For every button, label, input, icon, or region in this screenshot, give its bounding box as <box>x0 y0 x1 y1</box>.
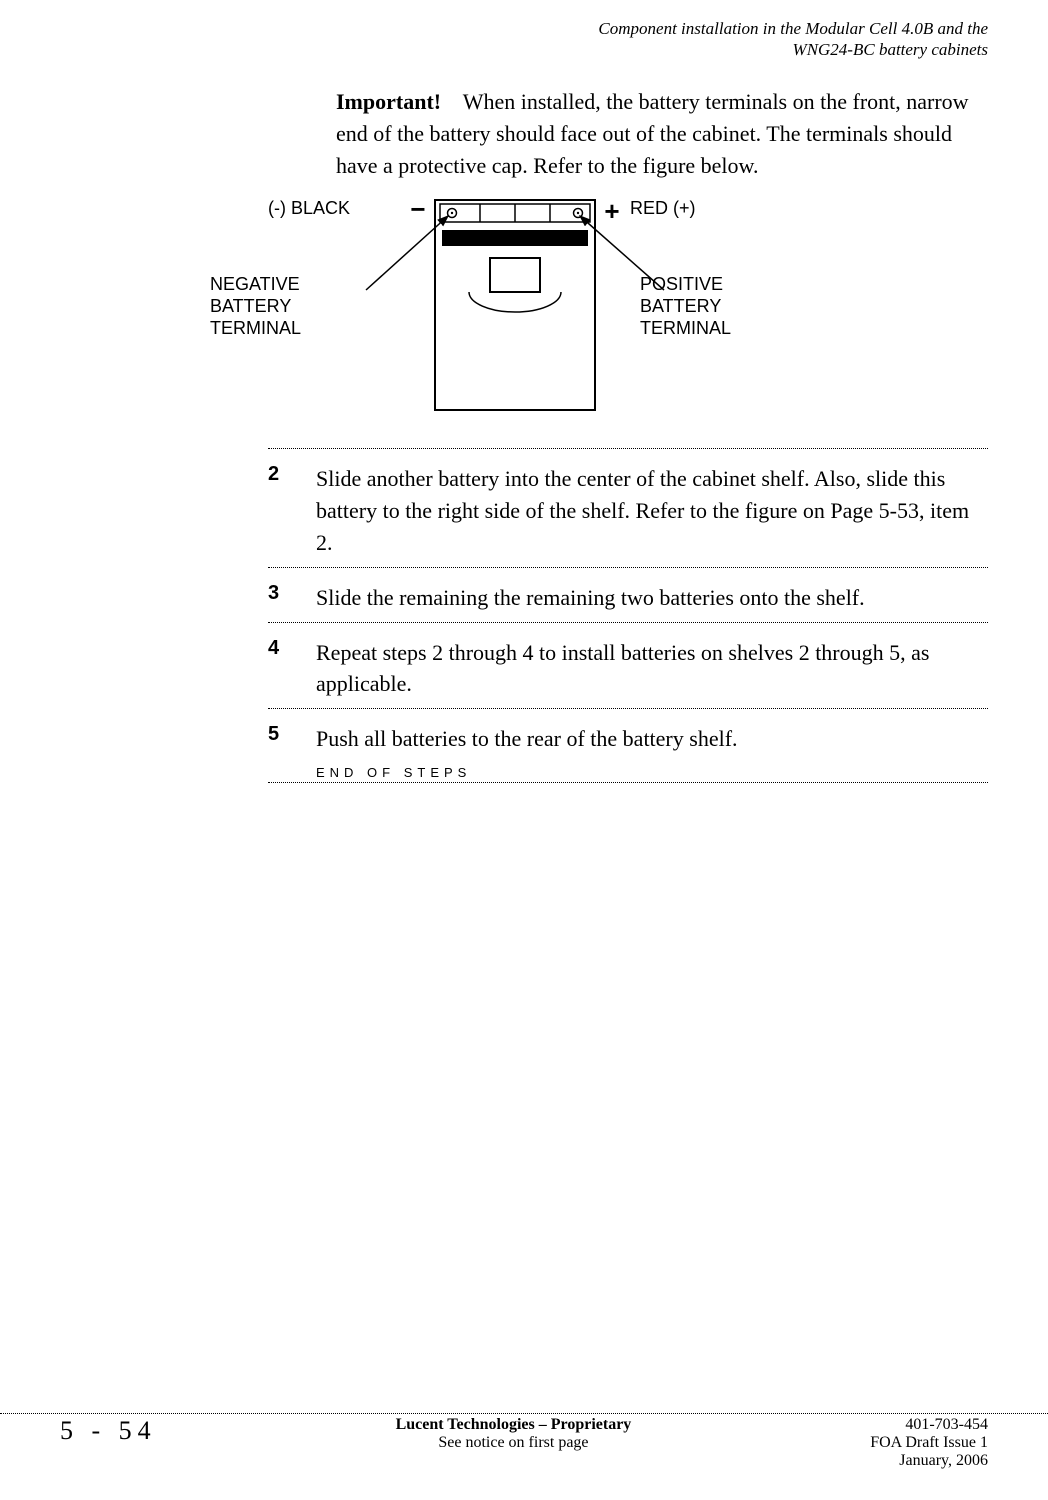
page-number: 5 - 54 <box>60 1416 157 1470</box>
step-number: 4 <box>268 637 316 660</box>
battery-terminal-diagram: (-) BLACKRED (+)−+NEGATIVEBATTERYTERMINA… <box>180 190 900 430</box>
page-footer: 5 - 54 Lucent Technologies – Proprietary… <box>0 1416 1048 1470</box>
step-separator <box>268 448 988 449</box>
svg-text:RED (+): RED (+) <box>630 198 696 218</box>
header-line-1: Component installation in the Modular Ce… <box>598 18 988 39</box>
step-number: 2 <box>268 463 316 486</box>
important-label: Important! <box>336 89 441 114</box>
svg-text:BATTERY: BATTERY <box>210 296 291 316</box>
step-row: 5Push all batteries to the rear of the b… <box>268 723 988 755</box>
running-header: Component installation in the Modular Ce… <box>598 18 988 61</box>
footer-proprietary: Lucent Technologies – Proprietary <box>396 1416 632 1434</box>
important-note: Important! When installed, the battery t… <box>336 86 976 182</box>
footer-issue: FOA Draft Issue 1 <box>870 1434 988 1452</box>
footer-separator <box>0 1413 1048 1414</box>
step-number: 5 <box>268 723 316 746</box>
step-row: 3Slide the remaining the remaining two b… <box>268 582 988 614</box>
page: Component installation in the Modular Ce… <box>0 0 1048 1500</box>
step-separator <box>268 567 988 568</box>
steps-list: 2Slide another battery into the center o… <box>268 440 988 797</box>
step-text: Slide the remaining the remaining two ba… <box>316 582 988 614</box>
step-number: 3 <box>268 582 316 605</box>
footer-notice: See notice on first page <box>396 1434 632 1452</box>
svg-text:TERMINAL: TERMINAL <box>640 318 731 338</box>
step-separator <box>268 782 988 783</box>
step-text: Repeat steps 2 through 4 to install batt… <box>316 637 988 701</box>
svg-text:(-) BLACK: (-) BLACK <box>268 198 350 218</box>
header-line-2: WNG24-BC battery cabinets <box>598 39 988 60</box>
footer-center: Lucent Technologies – Proprietary See no… <box>396 1416 632 1470</box>
footer-date: January, 2006 <box>870 1452 988 1470</box>
svg-text:TERMINAL: TERMINAL <box>210 318 301 338</box>
svg-text:NEGATIVE: NEGATIVE <box>210 274 300 294</box>
svg-text:POSITIVE: POSITIVE <box>640 274 723 294</box>
svg-text:+: + <box>604 196 619 226</box>
footer-right: 401-703-454 FOA Draft Issue 1 January, 2… <box>870 1416 988 1470</box>
step-text: Slide another battery into the center of… <box>316 463 988 559</box>
end-of-steps: END OF STEPS <box>316 765 988 780</box>
step-separator <box>268 708 988 709</box>
svg-text:−: − <box>410 194 425 224</box>
step-separator <box>268 622 988 623</box>
svg-text:BATTERY: BATTERY <box>640 296 721 316</box>
step-row: 2Slide another battery into the center o… <box>268 463 988 559</box>
step-text: Push all batteries to the rear of the ba… <box>316 723 988 755</box>
step-row: 4Repeat steps 2 through 4 to install bat… <box>268 637 988 701</box>
footer-docnum: 401-703-454 <box>870 1416 988 1434</box>
